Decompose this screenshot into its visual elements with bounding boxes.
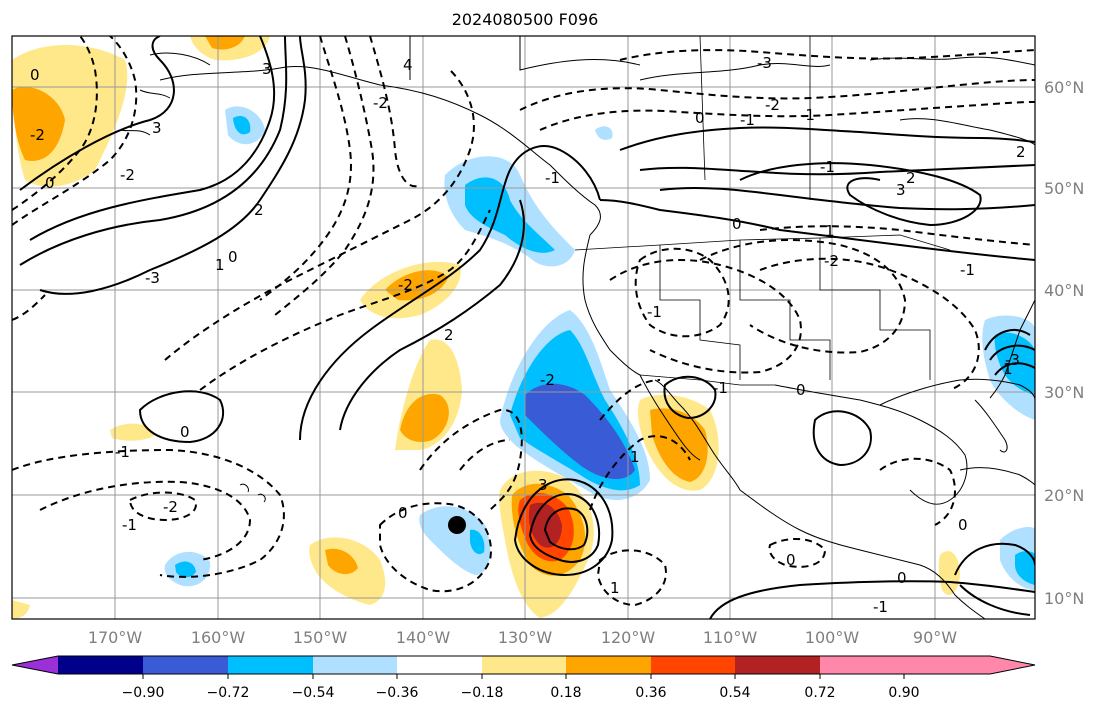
contour-label: -1 [647,303,662,321]
contour-label: 0 [45,174,55,192]
contour-label: 1 [610,579,620,597]
contour-label: 0 [398,504,408,522]
lon-tick-label: 90°W [913,628,957,647]
colorbar-bin [820,656,904,674]
lon-tick-label: 140°W [396,628,451,647]
contour-label: 1 [825,222,835,240]
storm-center-marker [448,516,466,534]
political-borders [574,36,951,386]
lon-tick-label: 170°W [88,628,143,647]
contour-label: 2 [444,326,454,344]
contour-label: -1 [820,158,835,176]
contour-label: 3 [896,181,906,199]
contour-label: 0 [695,109,705,127]
colorbar-tick-label: −0.18 [461,685,504,701]
colorbar-tick-label: −0.54 [292,685,335,701]
lon-tick-label: 110°W [703,628,758,647]
colorbar-bin [566,656,651,674]
contour-label: 0 [786,551,796,569]
lat-tick-label: 40°N [1044,281,1084,300]
lon-tick-label: 160°W [191,628,246,647]
gridlines [12,36,1035,619]
lat-tick-label: 30°N [1044,383,1084,402]
colorbar-tick-label: −0.90 [122,685,165,701]
map-title: 2024080500 F096 [451,10,599,29]
colorbar-tick-label: 0.36 [635,685,666,701]
contour-label: 0 [732,215,742,233]
lat-tick-label: 50°N [1044,179,1084,198]
colorbar-tick-label: 0.90 [888,685,919,701]
lon-tick-label: 150°W [293,628,348,647]
contour-label: 2 [1016,143,1026,161]
contour-label: 0 [180,423,190,441]
colorbar: −0.90 −0.72 −0.54 −0.36 −0.18 0.18 0.36 … [11,655,1036,701]
contour-label: -3 [145,269,160,287]
colorbar-tick-label: 0.54 [719,685,750,701]
colorbar-bin [482,656,566,674]
contour-label: 0 [958,516,968,534]
contour-label: -1 [960,261,975,279]
contour-label: 0 [796,381,806,399]
contour-label: -3 [757,54,772,72]
contour-label: 1 [1003,360,1013,378]
contour-label: -1 [713,379,728,397]
contour-label: -2 [163,498,178,516]
contour-label: 1 [630,448,640,466]
contour-label: -2 [765,96,780,114]
dashed-contours [12,36,1035,607]
colorbar-bin [735,656,820,674]
lat-tick-label: 60°N [1044,78,1084,97]
contour-label: -3 [1005,351,1020,369]
colorbar-tick-label: −0.72 [207,685,250,701]
contour-label: -2 [398,276,413,294]
contour-label: 2 [254,201,264,219]
contour-label: 0 [897,569,907,587]
contour-label: -1 [800,106,815,124]
latitude-labels: 60°N 50°N 40°N 30°N 20°N 10°N [1044,78,1084,608]
lat-tick-label: 20°N [1044,486,1084,505]
contour-label: 4 [403,56,413,74]
lon-tick-label: 130°W [498,628,553,647]
colorbar-bin [651,656,735,674]
contour-label: -2 [540,371,555,389]
colorbar-outline [11,655,1036,675]
contour-label: -1 [115,443,130,461]
colorbar-tick-label: 0.72 [804,685,835,701]
contour-label: -1 [873,598,888,616]
contour-label: -1 [122,516,137,534]
contour-label: 0 [228,248,238,266]
colorbar-bin [397,656,482,674]
colorbar-bin [313,656,397,674]
contour-label: 3 [152,119,162,137]
longitude-labels: 170°W 160°W 150°W 140°W 130°W 120°W 110°… [88,628,957,647]
contour-label: 3 [262,60,272,78]
map-border [11,35,1036,620]
contour-label: -1 [740,111,755,129]
colorbar-high-extend [904,656,1035,674]
colorbar-tick-label: −0.36 [376,685,419,701]
contour-label: 2 [906,169,916,187]
lat-tick-label: 10°N [1044,589,1084,608]
colorbar-bin [58,656,143,674]
contour-label: 0 [30,66,40,84]
lon-tick-label: 120°W [601,628,656,647]
contour-labels: 3 4 0 3 2 1 0 -3 -2 -1 -2 2 0 -1 -2 0 -2… [30,54,1026,616]
contour-label: -2 [30,126,45,144]
colorbar-low-extend [12,656,58,674]
contour-label: 3 [538,476,548,494]
colorbar-bin [143,656,228,674]
lon-tick-label: 100°W [805,628,860,647]
colorbar-ticks [142,674,905,679]
colorbar-tick-label: 0.18 [550,685,581,701]
solid-contours [19,36,1035,619]
contour-label: 1 [215,256,225,274]
contour-label: -2 [824,252,839,270]
contour-label: -2 [120,166,135,184]
contour-label: -1 [545,169,560,187]
colorbar-bin [228,656,313,674]
contour-label: -2 [373,94,388,112]
